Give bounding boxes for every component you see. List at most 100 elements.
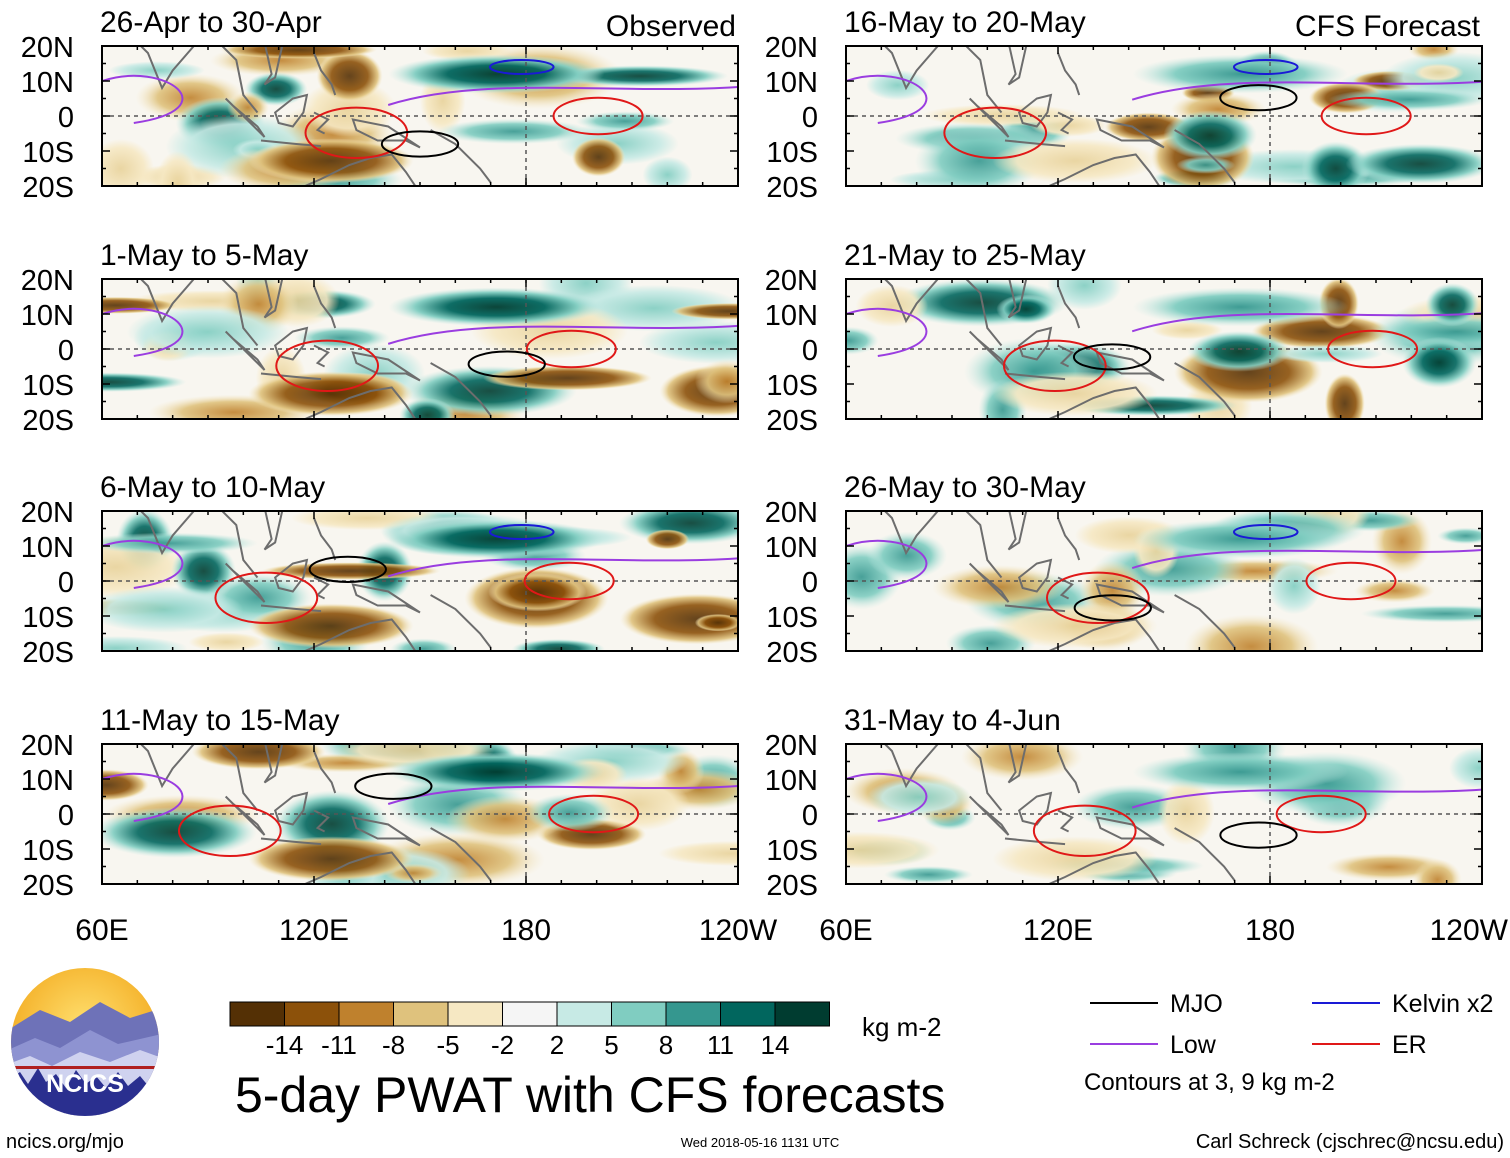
low-contour xyxy=(387,557,738,578)
y-tick-label: 20N xyxy=(765,32,818,64)
low-contour xyxy=(846,74,928,124)
wave-contours xyxy=(102,59,738,160)
anomaly-patch xyxy=(1437,527,1482,545)
logo-text: NCICS xyxy=(46,1070,124,1098)
low-contour xyxy=(387,324,738,345)
y-tick-label: 10N xyxy=(21,532,74,564)
dry-patch xyxy=(248,603,414,649)
er-contour xyxy=(1305,561,1397,601)
anomaly-patch xyxy=(921,104,1084,127)
y-tick-label: 20S xyxy=(766,405,818,437)
anomaly-patch xyxy=(488,572,587,612)
er-contour xyxy=(1320,96,1412,136)
colorbar-swatch xyxy=(665,1001,721,1027)
anomaly-patch xyxy=(1176,156,1236,174)
anomaly-patch xyxy=(102,636,188,651)
low-contour xyxy=(846,307,928,357)
anomaly-patch xyxy=(102,372,187,392)
anomaly-patch xyxy=(866,777,972,817)
y-tick-label: 20N xyxy=(21,32,74,64)
er-contour xyxy=(523,561,615,601)
mjo-contour xyxy=(1073,594,1152,622)
y-tick-label: 20N xyxy=(21,730,74,762)
pwat-field xyxy=(102,744,738,884)
y-tick-label: 0 xyxy=(58,335,74,367)
contours-note: Contours at 3, 9 kg m-2 xyxy=(1084,1069,1335,1096)
x-tick-label: 120E xyxy=(1023,914,1093,947)
anomaly-patch xyxy=(855,284,929,328)
er-contour xyxy=(548,794,640,834)
colorbar-swatch xyxy=(229,1001,285,1027)
panel-ticks xyxy=(845,743,1483,885)
low-contour xyxy=(102,539,184,589)
colorbar-tick-label: -11 xyxy=(321,1030,357,1060)
anomaly-patch xyxy=(1360,604,1482,623)
kelvin-contour xyxy=(488,59,555,75)
colorbar-swatch xyxy=(774,1001,830,1027)
colorbar-swatch xyxy=(502,1001,558,1027)
footer-url: ncics.org/mjo xyxy=(6,1131,124,1153)
y-tick-label: 10N xyxy=(765,532,818,564)
dry-patch xyxy=(992,836,1158,882)
colorbar-swatch xyxy=(338,1001,394,1027)
anomaly-patch xyxy=(619,593,738,645)
x-tick-label: 60E xyxy=(819,914,872,947)
wave-contours xyxy=(846,59,1482,160)
anomaly-patch xyxy=(1449,747,1482,790)
wave-contours xyxy=(102,772,738,857)
anomaly-patch xyxy=(571,137,626,177)
y-tick-label: 10N xyxy=(765,67,818,99)
anomaly-patch xyxy=(1301,141,1371,186)
colorbar-swatch xyxy=(720,1001,776,1027)
y-tick-label: 10N xyxy=(21,300,74,332)
low-contour xyxy=(1131,80,1482,101)
pwat-field xyxy=(102,279,738,419)
panel-ticks xyxy=(845,510,1483,652)
anomaly-patch xyxy=(102,769,149,801)
anomaly-patch xyxy=(586,776,690,831)
anomaly-patch xyxy=(694,613,738,632)
moist-band xyxy=(388,519,605,559)
anomaly-patch xyxy=(126,305,290,359)
y-tick-label: 10S xyxy=(22,835,74,867)
wave-contours xyxy=(846,307,1482,392)
anomaly-patch xyxy=(883,865,974,884)
legend-label: ER xyxy=(1392,1031,1427,1059)
coastlines xyxy=(139,46,492,186)
panel-title: 16-May to 20-May xyxy=(844,6,1086,39)
footer-author: Carl Schreck (cjschrec@ncsu.edu) xyxy=(1196,1131,1504,1153)
x-tick-label: 180 xyxy=(501,914,551,947)
footer-timestamp: Wed 2018-05-16 1131 UTC xyxy=(681,1135,840,1150)
anomaly-patch xyxy=(1345,143,1482,184)
colorbar-swatch xyxy=(611,1001,667,1027)
panel-title: 31-May to 4-Jun xyxy=(844,704,1061,737)
y-tick-label: 10S xyxy=(766,137,818,169)
anomaly-patch xyxy=(102,138,155,186)
anomaly-patch xyxy=(525,793,614,832)
anomaly-patch xyxy=(155,151,200,186)
anomaly-patch xyxy=(618,511,738,545)
anomaly-patch xyxy=(511,639,606,651)
er-contour xyxy=(275,339,380,392)
anomaly-patch xyxy=(846,831,940,869)
anomaly-patch xyxy=(931,564,1067,610)
y-tick-label: 20N xyxy=(765,265,818,297)
anomaly-patch xyxy=(671,302,738,320)
panel-5: 16-May to 20-May CFS Forecast 20N10N010S20… xyxy=(765,6,1483,204)
pwat-field xyxy=(102,46,738,186)
anomaly-patch xyxy=(866,531,948,580)
panel-ticks xyxy=(101,278,739,420)
dry-patch xyxy=(248,836,414,882)
dry-patch xyxy=(992,603,1158,649)
colorbar-units: kg m-2 xyxy=(862,1012,941,1042)
panel-title: 26-May to 30-May xyxy=(844,471,1086,504)
low-contour xyxy=(102,772,184,822)
y-tick-label: 10S xyxy=(766,602,818,634)
panel-title: 1-May to 5-May xyxy=(100,239,308,272)
